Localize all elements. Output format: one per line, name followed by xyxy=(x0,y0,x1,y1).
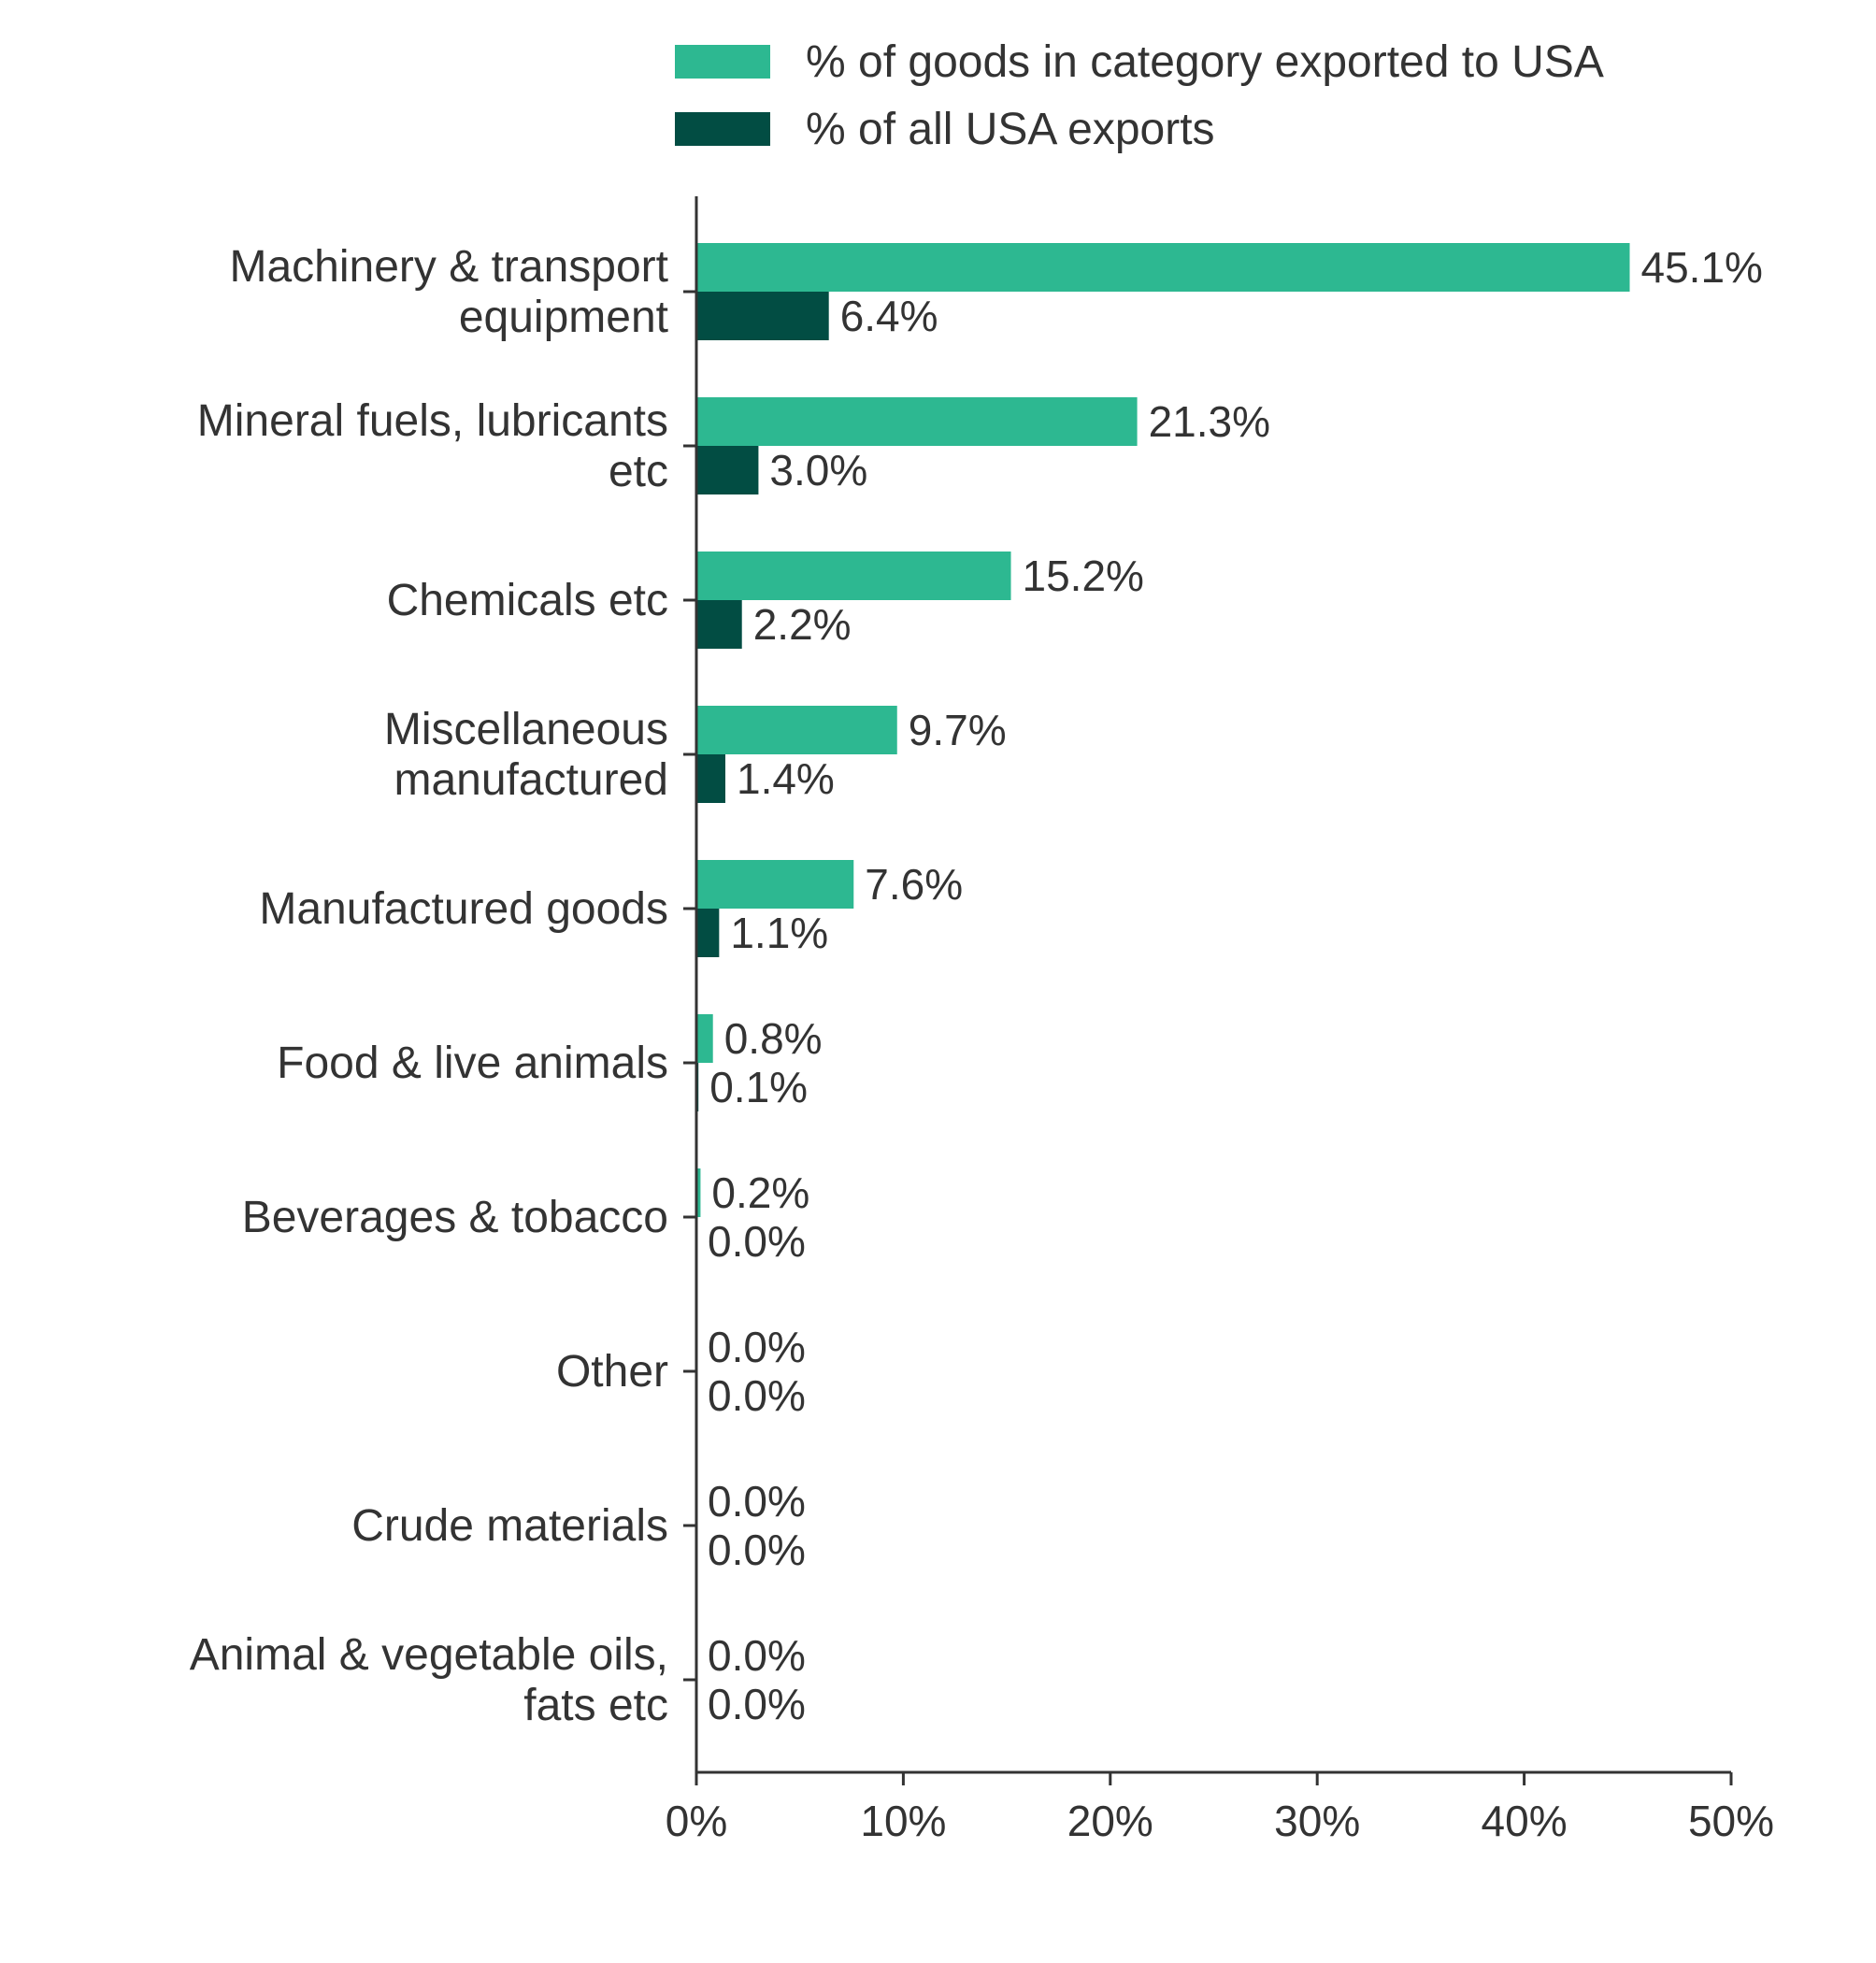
value-label-series2-2: 3.0% xyxy=(769,446,867,494)
value-label-series2-8: 0.0% xyxy=(708,1371,806,1420)
legend-label-2: % of all USA exports xyxy=(806,105,1215,154)
value-label-series1-7: 0.2% xyxy=(711,1168,809,1217)
x-tick-label-1: 0% xyxy=(666,1797,727,1845)
bar-series2-3 xyxy=(696,600,742,649)
bar-series1-2 xyxy=(696,397,1138,446)
legend-swatch-2 xyxy=(675,112,770,146)
bar-series1-5 xyxy=(696,860,854,909)
category-label-8: Other xyxy=(556,1347,668,1397)
x-tick-label-5: 40% xyxy=(1482,1797,1568,1845)
category-label-7: Beverages & tobacco xyxy=(242,1193,668,1242)
category-label-10-line2: fats etc xyxy=(523,1681,668,1730)
x-tick-label-2: 10% xyxy=(860,1797,946,1845)
value-label-series1-2: 21.3% xyxy=(1149,397,1270,446)
value-label-series2-6: 0.1% xyxy=(709,1063,808,1111)
value-label-series1-5: 7.6% xyxy=(865,860,963,909)
x-tick-label-6: 50% xyxy=(1688,1797,1774,1845)
value-labels: 45.1% 6.4% 21.3% 3.0% 15.2% 2.2% 9.7% 1.4% 7.6% 1… xyxy=(708,243,1763,1728)
category-label-1-line2: equipment xyxy=(459,293,668,342)
value-label-series2-9: 0.0% xyxy=(708,1526,806,1574)
bar-series1-3 xyxy=(696,552,1011,600)
bar-series1-4 xyxy=(696,706,897,754)
category-label-4-line1: Miscellaneous xyxy=(384,705,668,754)
category-label-5: Manufactured goods xyxy=(259,884,668,934)
value-label-series2-4: 1.4% xyxy=(737,754,835,803)
bar-series2-2 xyxy=(696,446,759,494)
bar-series2-5 xyxy=(696,909,720,957)
category-label-9: Crude materials xyxy=(351,1501,668,1551)
category-label-2-line2: etc xyxy=(609,447,668,496)
value-label-series2-10: 0.0% xyxy=(708,1680,806,1728)
value-label-series2-1: 6.4% xyxy=(840,292,938,340)
legend-swatch-1 xyxy=(675,45,770,79)
x-tick-label-3: 20% xyxy=(1067,1797,1153,1845)
x-axis: 0% 10% 20% 30% 40% 50% xyxy=(666,1770,1774,1845)
bar-series2-1 xyxy=(696,292,829,340)
bars xyxy=(696,243,1630,1217)
value-label-series1-10: 0.0% xyxy=(708,1631,806,1680)
category-label-10-line1: Animal & vegetable oils, xyxy=(190,1630,668,1680)
value-label-series1-3: 15.2% xyxy=(1023,552,1144,600)
bar-series1-7 xyxy=(696,1168,701,1217)
value-label-series1-9: 0.0% xyxy=(708,1477,806,1526)
bar-series1-1 xyxy=(696,243,1630,292)
bar-series2-4 xyxy=(696,754,725,803)
value-label-series2-7: 0.0% xyxy=(708,1217,806,1266)
legend-label-1: % of goods in category exported to USA xyxy=(806,37,1604,87)
x-tick-label-4: 30% xyxy=(1274,1797,1360,1845)
category-label-3: Chemicals etc xyxy=(387,576,668,625)
category-label-4-line2: manufactured xyxy=(394,755,668,805)
value-label-series1-6: 0.8% xyxy=(724,1014,823,1063)
category-label-2-line1: Mineral fuels, lubricants xyxy=(197,396,668,446)
value-label-series2-3: 2.2% xyxy=(753,600,852,649)
value-label-series1-1: 45.1% xyxy=(1641,243,1763,292)
bar-series1-6 xyxy=(696,1014,713,1063)
value-label-series2-5: 1.1% xyxy=(730,909,828,957)
category-label-1-line1: Machinery & transport xyxy=(229,242,668,292)
value-label-series1-4: 9.7% xyxy=(909,706,1007,754)
category-label-6: Food & live animals xyxy=(277,1039,668,1088)
value-label-series1-8: 0.0% xyxy=(708,1323,806,1371)
legend: % of goods in category exported to USA % … xyxy=(675,37,1604,154)
